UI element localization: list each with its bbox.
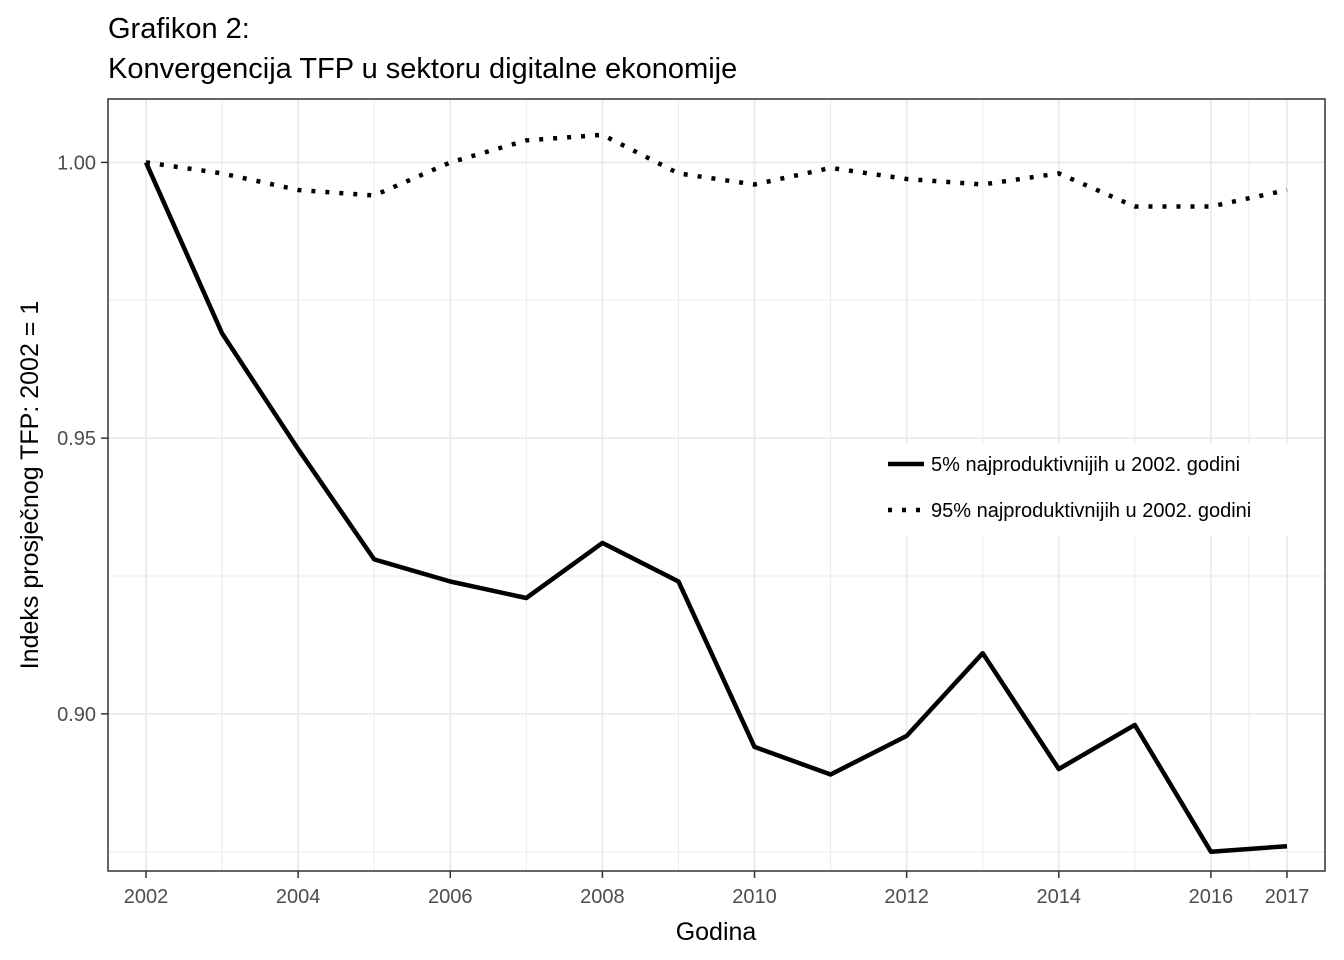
x-tick-label-1: 2004 bbox=[276, 886, 321, 908]
series-lines bbox=[143, 132, 1288, 854]
x-tick-label-0: 2002 bbox=[124, 886, 169, 908]
x-tick-label-8: 2017 bbox=[1265, 886, 1310, 908]
x-axis-title: Godina bbox=[676, 918, 757, 946]
y-tick-label-2: 1.00 bbox=[57, 152, 96, 174]
x-tick-label-5: 2012 bbox=[884, 886, 929, 908]
chart-title-line-2: Konvergencija TFP u sektoru digitalne ek… bbox=[108, 53, 737, 85]
x-tick-label-6: 2014 bbox=[1037, 886, 1082, 908]
x-tick-label-7: 2016 bbox=[1189, 886, 1234, 908]
y-tick-label-0: 0.90 bbox=[57, 704, 96, 726]
y-axis: 0.90 0.95 1.00 bbox=[57, 152, 108, 726]
y-axis-title: Indeks prosječnog TFP: 2002 = 1 bbox=[16, 301, 44, 670]
chart-title-line-1: Grafikon 2: bbox=[108, 13, 250, 45]
legend-label-series-1: 5% najproduktivnijih u 2002. godini bbox=[931, 454, 1240, 476]
legend-background bbox=[880, 444, 1300, 536]
x-tick-label-4: 2010 bbox=[732, 886, 777, 908]
x-tick-label-2: 2006 bbox=[428, 886, 473, 908]
legend: 5% najproduktivnijih u 2002. godini 95% … bbox=[880, 444, 1300, 536]
series-line-2 bbox=[145, 132, 1288, 209]
x-tick-label-3: 2008 bbox=[580, 886, 625, 908]
legend-label-series-2: 95% najproduktivnijih u 2002. godini bbox=[931, 500, 1251, 522]
y-tick-label-1: 0.95 bbox=[57, 428, 96, 450]
x-axis: 2002 2004 2006 2008 2010 2012 2014 2016 2017 bbox=[124, 871, 1309, 908]
series-line-1 bbox=[143, 161, 1288, 854]
plot-panel-border bbox=[107, 98, 1326, 872]
